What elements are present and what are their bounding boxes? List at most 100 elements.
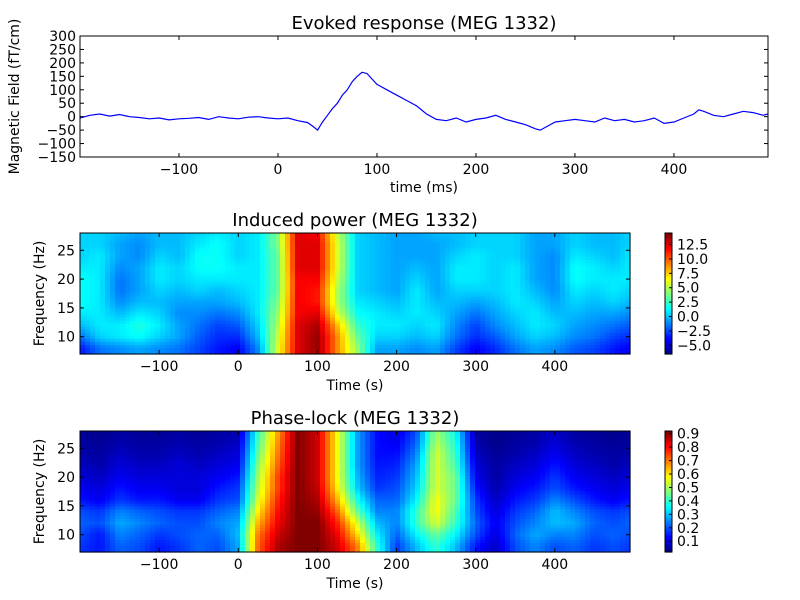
heatmap-cell — [540, 338, 546, 343]
heatmap-cell — [375, 269, 381, 273]
heatmap-cell — [285, 344, 291, 349]
heatmap-cell — [405, 284, 411, 289]
heatmap-cell — [465, 434, 471, 438]
heatmap-cell — [355, 248, 361, 252]
heatmap-cell — [390, 278, 396, 283]
heatmap-cell — [245, 233, 251, 237]
heatmap-cells — [80, 233, 631, 355]
heatmap-cell — [175, 296, 181, 301]
heatmap-cell — [155, 263, 161, 267]
heatmap-cell — [90, 233, 96, 237]
heatmap-cell — [305, 305, 311, 310]
heatmap-cell — [290, 440, 296, 444]
heatmap-cell — [270, 293, 276, 298]
heatmap-cell — [350, 236, 356, 240]
heatmap-cell — [250, 302, 256, 307]
heatmap-cell — [145, 239, 151, 243]
heatmap-cell — [360, 287, 366, 292]
heatmap-cell — [210, 251, 216, 255]
heatmap-cell — [265, 431, 271, 435]
heatmap-cell — [215, 290, 221, 295]
heatmap-cell — [165, 305, 171, 310]
heatmap-cell — [490, 281, 496, 286]
heatmap-cell — [480, 287, 486, 292]
heatmap-cell — [105, 347, 111, 352]
heatmap-cell — [165, 290, 171, 295]
heatmap-cell — [105, 284, 111, 289]
heatmap-cell — [410, 278, 416, 283]
heatmap-cell — [320, 320, 326, 325]
colorbar-segment — [665, 234, 672, 238]
heatmap-cell — [230, 320, 236, 325]
heatmap-cell — [255, 239, 261, 243]
heatmap-cell — [205, 257, 211, 261]
heatmap-cell — [195, 320, 201, 325]
heatmap-cell — [270, 266, 276, 270]
heatmap-cell — [185, 293, 191, 298]
heatmap-cell — [285, 233, 291, 237]
heatmap-cell — [485, 302, 491, 307]
colorbar-segment — [665, 350, 672, 353]
heatmap-cell — [420, 281, 426, 286]
heatmap-cell — [570, 323, 576, 328]
heatmap-cell — [490, 260, 496, 264]
heatmap-cell — [330, 350, 336, 355]
heatmap-cell — [195, 329, 201, 334]
heatmap-cell — [150, 260, 156, 264]
heatmap-cell — [110, 344, 116, 349]
heatmap-cell — [390, 332, 396, 337]
heatmap-cell — [120, 341, 126, 346]
heatmap-cell — [210, 281, 216, 286]
heatmap-cell — [225, 251, 231, 255]
heatmap-cell — [215, 293, 221, 298]
heatmap-cell — [610, 269, 616, 273]
heatmap-cell — [275, 344, 281, 349]
heatmap-cell — [490, 248, 496, 252]
heatmap-cell — [555, 236, 561, 240]
heatmap-cell — [125, 302, 131, 307]
heatmap-cell — [285, 437, 291, 441]
heatmap-cell — [480, 233, 486, 237]
heatmap-cell — [85, 338, 91, 343]
heatmap-cell — [625, 308, 631, 313]
heatmap-cell — [285, 347, 291, 352]
heatmap-cell — [560, 323, 566, 328]
heatmap-cell — [80, 437, 86, 441]
heatmap-cell — [220, 431, 226, 435]
heatmap-cell — [295, 317, 301, 322]
heatmap-cell — [430, 275, 436, 279]
heatmap-cell — [545, 272, 551, 276]
heatmap-cell — [295, 440, 301, 444]
heatmap-cell — [330, 314, 336, 319]
heatmap-cell — [195, 434, 201, 438]
heatmap-cell — [385, 314, 391, 319]
heatmap-cell — [175, 317, 181, 322]
heatmap-cell — [535, 305, 541, 310]
heatmap-cell — [515, 251, 521, 255]
heatmap-cell — [405, 440, 411, 444]
heatmap-cell — [410, 254, 416, 258]
heatmap-cell — [175, 347, 181, 352]
heatmap-cell — [255, 302, 261, 307]
heatmap-cell — [470, 287, 476, 292]
heatmap-cell — [590, 257, 596, 261]
heatmap-cell — [305, 293, 311, 298]
heatmap-cell — [325, 332, 331, 337]
heatmap-cell — [125, 266, 131, 270]
heatmap-cell — [380, 431, 386, 435]
heatmap-cell — [425, 338, 431, 343]
heatmap-cell — [305, 332, 311, 337]
heatmap-cell — [365, 437, 371, 441]
heatmap-cell — [390, 341, 396, 346]
heatmap-cell — [295, 320, 301, 325]
heatmap-cell — [145, 245, 151, 249]
heatmap-cell — [205, 311, 211, 316]
heatmap-cell — [375, 254, 381, 258]
heatmap-cell — [530, 335, 536, 340]
heatmap-cell — [270, 290, 276, 295]
heatmap-cell — [425, 344, 431, 349]
heatmap-cell — [490, 305, 496, 310]
heatmap-cell — [80, 260, 86, 264]
heatmap-cell — [620, 278, 626, 283]
heatmap-cell — [340, 314, 346, 319]
